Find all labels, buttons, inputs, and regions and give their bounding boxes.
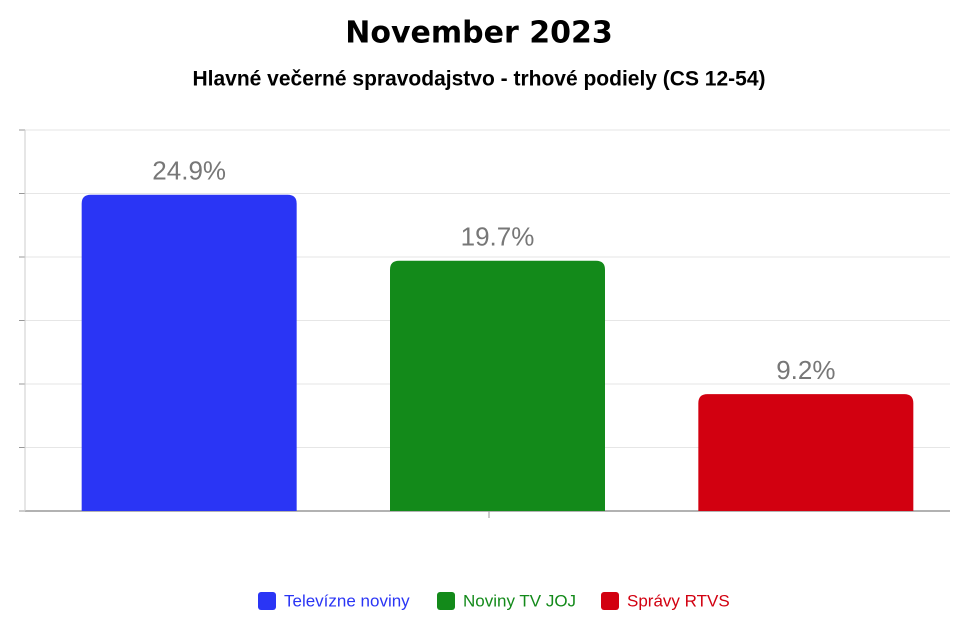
legend-swatch [437,592,455,610]
legend-label: Správy RTVS [627,591,730,610]
bar [698,394,914,511]
legend-swatch [601,592,619,610]
chart-title: November 2023 [345,16,612,51]
legend-label: Noviny TV JOJ [463,591,576,610]
value-label: 9.2% [776,355,835,385]
legend-label: Televízne noviny [284,591,410,610]
bar [81,194,297,511]
chart-subtitle: Hlavné večerné spravodajstvo - trhové po… [192,68,765,91]
value-label: 19.7% [461,222,535,252]
bar [390,260,605,511]
legend-swatch [258,592,276,610]
value-label: 24.9% [152,156,226,186]
